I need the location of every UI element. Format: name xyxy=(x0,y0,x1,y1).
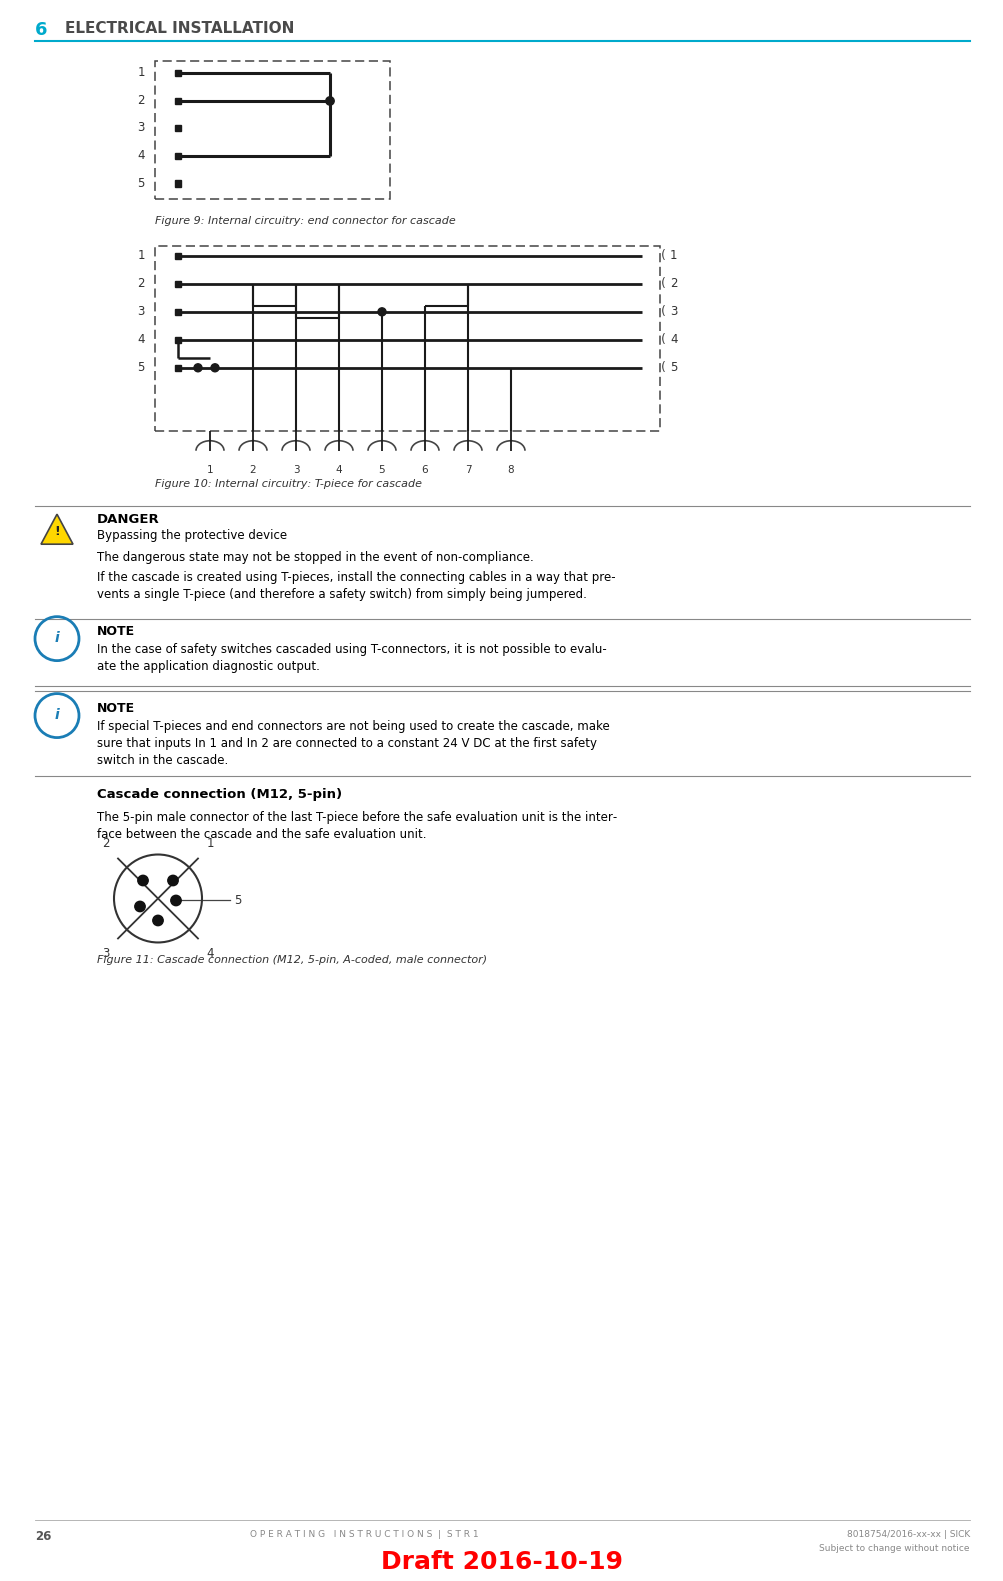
Circle shape xyxy=(377,308,385,316)
Text: 4: 4 xyxy=(335,465,342,474)
Text: 6: 6 xyxy=(35,21,47,40)
Text: Figure 9: Internal circuitry: end connector for cascade: Figure 9: Internal circuitry: end connec… xyxy=(154,217,455,226)
Text: 1: 1 xyxy=(137,250,144,262)
Text: 4: 4 xyxy=(137,150,144,163)
Text: 1: 1 xyxy=(137,66,144,79)
Bar xyxy=(175,253,182,259)
Text: 1: 1 xyxy=(669,250,677,262)
Text: 1: 1 xyxy=(206,836,214,851)
Text: O P E R A T I N G   I N S T R U C T I O N S  |  S T R 1: O P E R A T I N G I N S T R U C T I O N … xyxy=(250,1530,478,1540)
Text: If special T-pieces and end connectors are not being used to create the cascade,: If special T-pieces and end connectors a… xyxy=(97,719,609,767)
Text: (: ( xyxy=(660,362,665,375)
Text: 3: 3 xyxy=(137,122,144,134)
Text: 4: 4 xyxy=(206,947,214,960)
Text: The dangerous state may not be stopped in the event of non-compliance.: The dangerous state may not be stopped i… xyxy=(97,550,534,564)
Text: 5: 5 xyxy=(137,362,144,375)
Bar xyxy=(175,280,182,288)
Circle shape xyxy=(211,364,219,372)
Text: 3: 3 xyxy=(293,465,299,474)
Text: 8: 8 xyxy=(508,465,514,474)
Text: (: ( xyxy=(660,334,665,346)
Text: 5: 5 xyxy=(378,465,385,474)
Text: ELECTRICAL INSTALLATION: ELECTRICAL INSTALLATION xyxy=(65,21,294,36)
Bar xyxy=(175,125,182,131)
Text: 5: 5 xyxy=(234,893,242,907)
Text: 1: 1 xyxy=(207,465,213,474)
Circle shape xyxy=(134,901,145,912)
Text: 8018754/2016-xx-xx | SICK: 8018754/2016-xx-xx | SICK xyxy=(846,1530,969,1540)
Text: NOTE: NOTE xyxy=(97,624,135,637)
Text: (: ( xyxy=(660,250,665,262)
Text: Cascade connection (M12, 5-pin): Cascade connection (M12, 5-pin) xyxy=(97,787,342,800)
Text: DANGER: DANGER xyxy=(97,512,159,526)
Text: 5: 5 xyxy=(669,362,677,375)
Text: Bypassing the protective device: Bypassing the protective device xyxy=(97,528,287,542)
Bar xyxy=(175,98,182,104)
Text: !: ! xyxy=(54,525,60,538)
Text: Subject to change without notice: Subject to change without notice xyxy=(818,1545,969,1553)
Circle shape xyxy=(326,96,334,106)
Bar xyxy=(154,62,389,199)
Bar xyxy=(175,337,182,343)
Text: (: ( xyxy=(660,305,665,318)
Text: 5: 5 xyxy=(137,177,144,190)
Text: 2: 2 xyxy=(137,95,144,108)
Circle shape xyxy=(194,364,202,372)
Bar xyxy=(175,365,182,372)
Text: 4: 4 xyxy=(669,334,677,346)
Bar xyxy=(175,308,182,315)
Text: 7: 7 xyxy=(464,465,470,474)
Bar xyxy=(175,70,182,76)
Bar xyxy=(175,180,182,187)
Text: 26: 26 xyxy=(35,1530,51,1543)
Text: 4: 4 xyxy=(137,334,144,346)
Text: NOTE: NOTE xyxy=(97,702,135,715)
Text: 6: 6 xyxy=(421,465,428,474)
Polygon shape xyxy=(41,514,73,544)
Circle shape xyxy=(171,895,181,906)
Text: In the case of safety switches cascaded using T-connectors, it is not possible t: In the case of safety switches cascaded … xyxy=(97,642,606,672)
Text: i: i xyxy=(54,631,59,645)
Text: 2: 2 xyxy=(669,277,677,291)
Text: (: ( xyxy=(660,277,665,291)
Text: Figure 11: Cascade connection (M12, 5-pin, A-coded, male connector): Figure 11: Cascade connection (M12, 5-pi… xyxy=(97,955,486,966)
Text: If the cascade is created using T-pieces, install the connecting cables in a way: If the cascade is created using T-pieces… xyxy=(97,571,615,601)
Circle shape xyxy=(168,876,178,885)
Text: 3: 3 xyxy=(102,947,109,960)
Text: The 5-pin male connector of the last T-piece before the safe evaluation unit is : The 5-pin male connector of the last T-p… xyxy=(97,811,617,841)
Text: 2: 2 xyxy=(137,277,144,291)
Text: 2: 2 xyxy=(250,465,256,474)
Circle shape xyxy=(152,915,163,925)
Text: 2: 2 xyxy=(102,836,109,851)
Text: 3: 3 xyxy=(137,305,144,318)
Text: 3: 3 xyxy=(669,305,677,318)
Bar xyxy=(154,247,659,430)
Text: i: i xyxy=(54,708,59,721)
Text: Figure 10: Internal circuitry: T-piece for cascade: Figure 10: Internal circuitry: T-piece f… xyxy=(154,479,421,489)
Text: Draft 2016-10-19: Draft 2016-10-19 xyxy=(380,1549,623,1575)
Circle shape xyxy=(137,876,148,885)
Bar xyxy=(175,152,182,160)
